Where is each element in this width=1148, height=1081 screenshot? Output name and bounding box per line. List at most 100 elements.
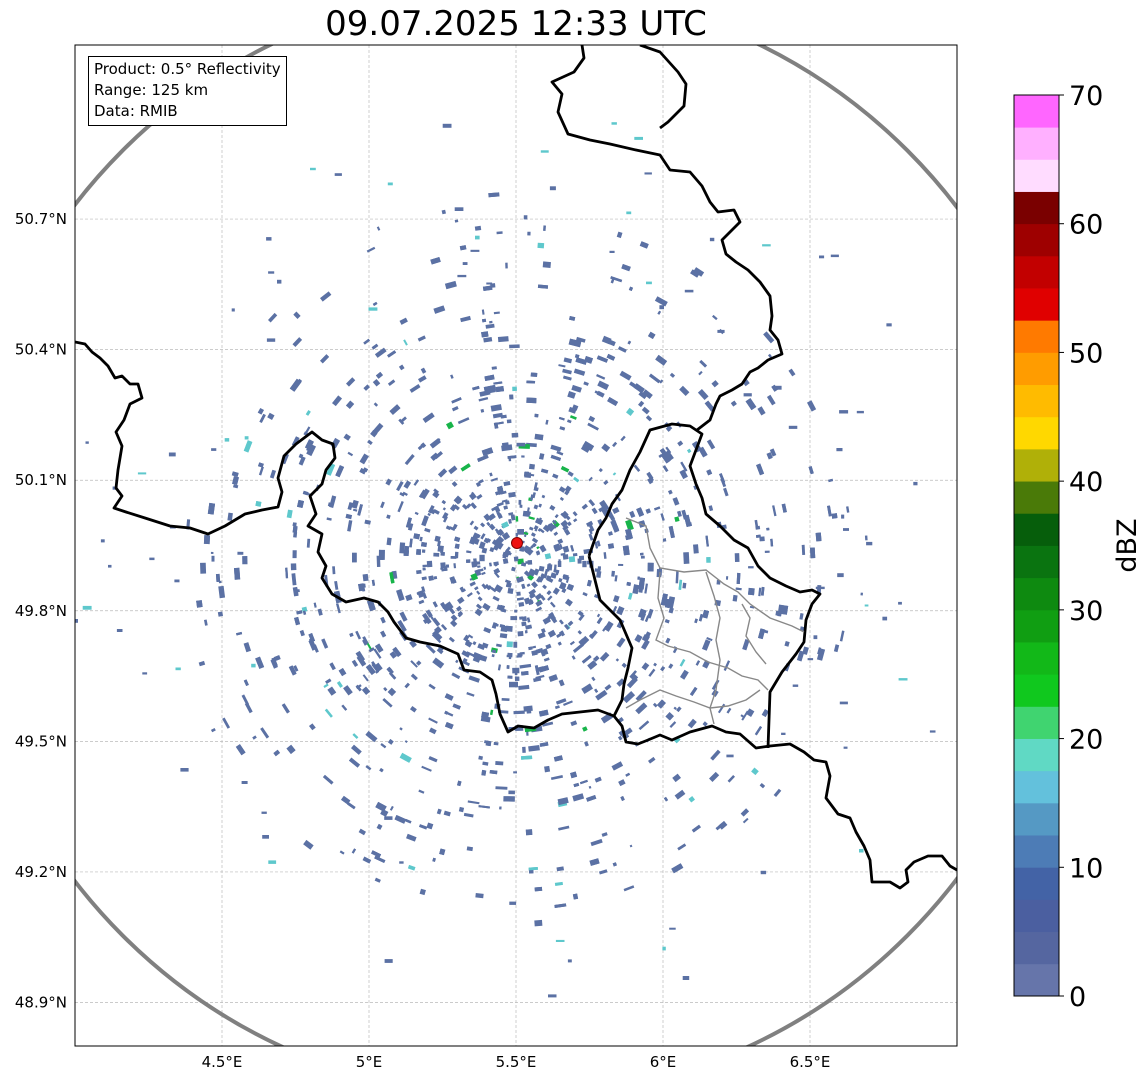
echo-cell — [642, 389, 653, 400]
echo-cell — [443, 810, 451, 817]
echo-cell — [519, 504, 523, 508]
echo-cell — [597, 380, 610, 391]
echo-cell — [441, 499, 447, 505]
echo-cell — [564, 529, 571, 536]
echo-cell — [528, 516, 535, 520]
echo-cell — [541, 494, 546, 499]
echo-cell — [586, 795, 597, 802]
echo-cell — [273, 749, 281, 757]
echo-cell — [710, 749, 721, 761]
echo-cell — [399, 861, 404, 864]
echo-cell — [422, 567, 426, 571]
echo-cell — [539, 544, 547, 553]
echo-cell — [454, 207, 464, 211]
echo-cell — [428, 683, 436, 690]
echo-cell — [371, 663, 380, 673]
echo-cell — [509, 901, 517, 905]
echo-cell — [565, 598, 573, 607]
echo-cell — [466, 692, 475, 697]
echo-cell — [530, 372, 538, 377]
echo-cell — [603, 480, 609, 486]
echo-cell — [430, 508, 436, 515]
echo-cell — [483, 384, 497, 393]
echo-cell — [659, 448, 667, 455]
echo-cell — [521, 616, 527, 622]
echo-cell — [433, 488, 440, 494]
echo-cell — [389, 404, 401, 415]
echo-cell — [345, 513, 353, 520]
echo-cell — [525, 829, 533, 836]
echo-cell — [620, 795, 625, 801]
echo-cell — [482, 761, 489, 766]
echo-cell — [668, 489, 673, 495]
echo-cell — [433, 575, 438, 580]
echo-cell — [423, 618, 429, 624]
colorbar-tick-label: 70 — [1069, 81, 1103, 112]
echo-cell — [558, 679, 565, 687]
echo-cell — [534, 413, 539, 418]
echo-cell — [683, 514, 692, 528]
echo-cell — [629, 510, 636, 518]
echo-cell — [660, 452, 671, 464]
echo-cell — [372, 422, 384, 435]
echo-cell — [589, 858, 600, 866]
echo-cell — [508, 790, 515, 795]
product-text: Product: 0.5° Reflectivity — [94, 60, 281, 78]
echo-cell — [416, 569, 422, 575]
echo-cell — [544, 553, 552, 560]
echo-cell — [734, 553, 740, 563]
echo-cell — [534, 433, 544, 441]
echo-cell — [564, 489, 570, 496]
echo-cell — [269, 469, 277, 479]
echo-cell — [490, 477, 499, 482]
echo-cell — [679, 385, 690, 397]
echo-cell — [372, 378, 381, 387]
echo-cell — [748, 587, 755, 596]
echo-cell — [535, 647, 544, 654]
country-borders — [75, 45, 957, 890]
echo-cell — [831, 513, 838, 519]
echo-cell — [410, 673, 418, 681]
echo-cell — [460, 463, 471, 472]
echo-cell — [680, 669, 689, 680]
border-be-fr-west — [75, 340, 957, 890]
echo-cell — [557, 538, 564, 545]
echo-cell — [483, 627, 492, 634]
echo-cell — [677, 510, 682, 517]
echo-cell — [174, 579, 180, 583]
echo-cell — [281, 703, 290, 714]
echo-cell — [602, 625, 608, 632]
echo-cell — [494, 584, 503, 593]
echo-cell — [286, 509, 293, 519]
echo-cell — [470, 573, 478, 581]
echo-cell — [526, 617, 531, 623]
echo-cell — [567, 620, 574, 627]
echo-cell — [504, 549, 511, 556]
echo-cell — [241, 694, 250, 706]
echo-cell — [496, 231, 503, 235]
echo-cell — [463, 812, 474, 818]
echo-cell — [380, 616, 386, 624]
echo-cell — [536, 576, 543, 583]
echo-cell — [243, 679, 249, 686]
echo-cell — [512, 386, 517, 392]
echo-cell — [387, 379, 396, 386]
echo-cell — [467, 634, 474, 639]
echo-cell — [594, 688, 599, 693]
echo-cell — [351, 744, 362, 755]
echo-cell — [773, 385, 782, 390]
echo-cell — [516, 655, 522, 658]
echo-cell — [217, 611, 224, 617]
echo-cell — [322, 774, 334, 785]
echo-cell — [466, 559, 471, 563]
echo-cell — [243, 440, 253, 453]
echo-cell — [545, 575, 552, 582]
echo-cell — [481, 769, 487, 776]
echo-cell — [654, 506, 661, 511]
echo-cell — [830, 254, 839, 258]
echo-cell — [432, 630, 443, 641]
echo-cell — [695, 660, 701, 666]
echo-cell — [669, 927, 676, 930]
echo-cell — [535, 517, 544, 526]
echo-cell — [759, 536, 765, 542]
